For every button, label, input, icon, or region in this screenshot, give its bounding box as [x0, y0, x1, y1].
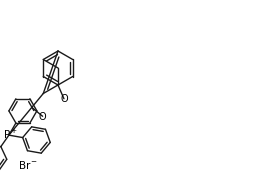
- Text: O: O: [60, 94, 68, 104]
- Text: O: O: [39, 112, 46, 122]
- Text: Br$^-$: Br$^-$: [18, 159, 38, 171]
- Text: P$^+$: P$^+$: [3, 128, 18, 141]
